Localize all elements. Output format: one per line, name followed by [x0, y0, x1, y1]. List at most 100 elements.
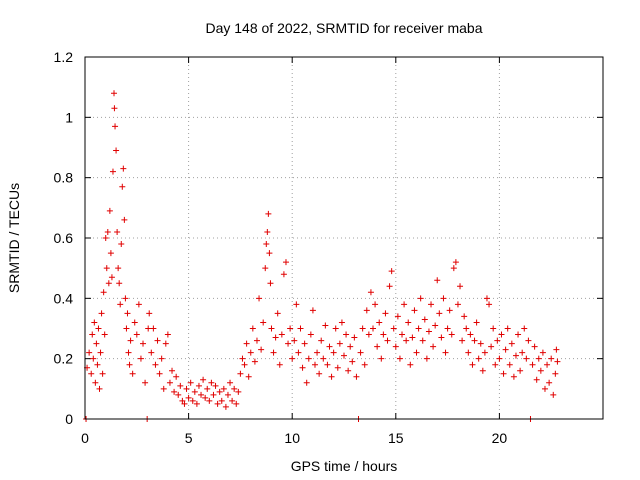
- data-point: [390, 325, 397, 332]
- data-point: [392, 343, 399, 350]
- data-point: [357, 349, 364, 356]
- data-point: [270, 349, 277, 356]
- data-point: [249, 325, 256, 332]
- data-point: [517, 367, 524, 374]
- data-point: [523, 355, 530, 362]
- data-point: [378, 355, 385, 362]
- data-point: [104, 228, 111, 235]
- data-point: [309, 307, 316, 314]
- data-point: [266, 250, 273, 257]
- data-point: [94, 361, 101, 368]
- data-point: [492, 361, 499, 368]
- data-point: [479, 367, 486, 374]
- y-tick-label: 0.4: [54, 290, 74, 306]
- data-point: [113, 147, 120, 154]
- data-point: [436, 310, 443, 317]
- data-point: [502, 346, 509, 353]
- chart-title: Day 148 of 2022, SRMTID for receiver mab…: [205, 20, 482, 36]
- x-axis-title: GPS time / hours: [291, 458, 398, 474]
- data-point: [415, 325, 422, 332]
- data-point: [525, 337, 532, 344]
- data-point: [120, 165, 127, 172]
- data-point: [396, 355, 403, 362]
- data-point: [481, 349, 488, 356]
- data-point: [475, 355, 482, 362]
- data-point: [421, 316, 428, 323]
- data-point: [152, 361, 159, 368]
- data-point: [347, 343, 354, 350]
- data-point: [307, 331, 314, 338]
- data-point: [227, 379, 234, 386]
- data-point: [129, 370, 136, 377]
- data-point: [506, 361, 513, 368]
- data-point: [457, 283, 464, 290]
- data-point: [123, 325, 130, 332]
- data-point: [135, 301, 142, 308]
- data-point: [282, 259, 289, 266]
- data-point: [204, 385, 211, 392]
- data-point: [488, 343, 495, 350]
- data-point: [88, 370, 95, 377]
- y-tick-label: 1.2: [54, 49, 74, 65]
- data-point: [158, 355, 165, 362]
- data-point: [265, 210, 272, 217]
- data-point: [92, 379, 99, 386]
- data-point: [214, 400, 221, 407]
- data-point: [146, 310, 153, 317]
- data-point: [237, 370, 244, 377]
- data-point: [454, 301, 461, 308]
- data-point: [399, 331, 406, 338]
- data-point: [175, 391, 182, 398]
- data-point: [295, 349, 302, 356]
- data-point: [367, 289, 374, 296]
- data-point: [361, 361, 368, 368]
- data-point: [245, 373, 252, 380]
- data-point: [477, 340, 484, 347]
- x-tick-label: 0: [81, 430, 89, 446]
- data-point: [160, 385, 167, 392]
- data-point: [183, 385, 190, 392]
- data-point: [521, 325, 528, 332]
- data-point: [374, 343, 381, 350]
- data-point: [515, 331, 522, 338]
- data-point: [251, 358, 258, 365]
- data-point: [289, 355, 296, 362]
- data-point: [301, 340, 308, 347]
- data-point: [133, 331, 140, 338]
- data-point: [486, 301, 493, 308]
- data-point: [126, 361, 133, 368]
- y-tick-label: 0: [65, 411, 73, 427]
- data-point: [89, 331, 96, 338]
- data-point: [345, 367, 352, 374]
- data-point: [316, 370, 323, 377]
- data-point: [498, 331, 505, 338]
- data-point: [109, 168, 116, 175]
- data-point: [299, 364, 306, 371]
- data-point: [99, 370, 106, 377]
- data-point: [463, 325, 470, 332]
- data-point: [208, 379, 215, 386]
- data-point: [166, 379, 173, 386]
- data-point: [388, 268, 395, 275]
- data-point: [154, 337, 161, 344]
- data-point: [291, 337, 298, 344]
- data-point: [195, 382, 202, 389]
- data-point: [256, 295, 263, 302]
- data-point: [285, 340, 292, 347]
- data-point: [444, 325, 451, 332]
- data-point: [548, 355, 555, 362]
- data-point: [324, 361, 331, 368]
- data-points: [83, 90, 561, 422]
- data-point: [314, 349, 321, 356]
- data-point: [343, 331, 350, 338]
- data-point: [353, 373, 360, 380]
- data-point: [247, 349, 254, 356]
- data-point: [529, 361, 536, 368]
- data-point: [127, 337, 134, 344]
- data-point: [101, 331, 108, 338]
- data-point: [107, 250, 114, 257]
- data-point: [508, 340, 515, 347]
- data-point: [338, 319, 345, 326]
- x-tick-label: 15: [388, 430, 404, 446]
